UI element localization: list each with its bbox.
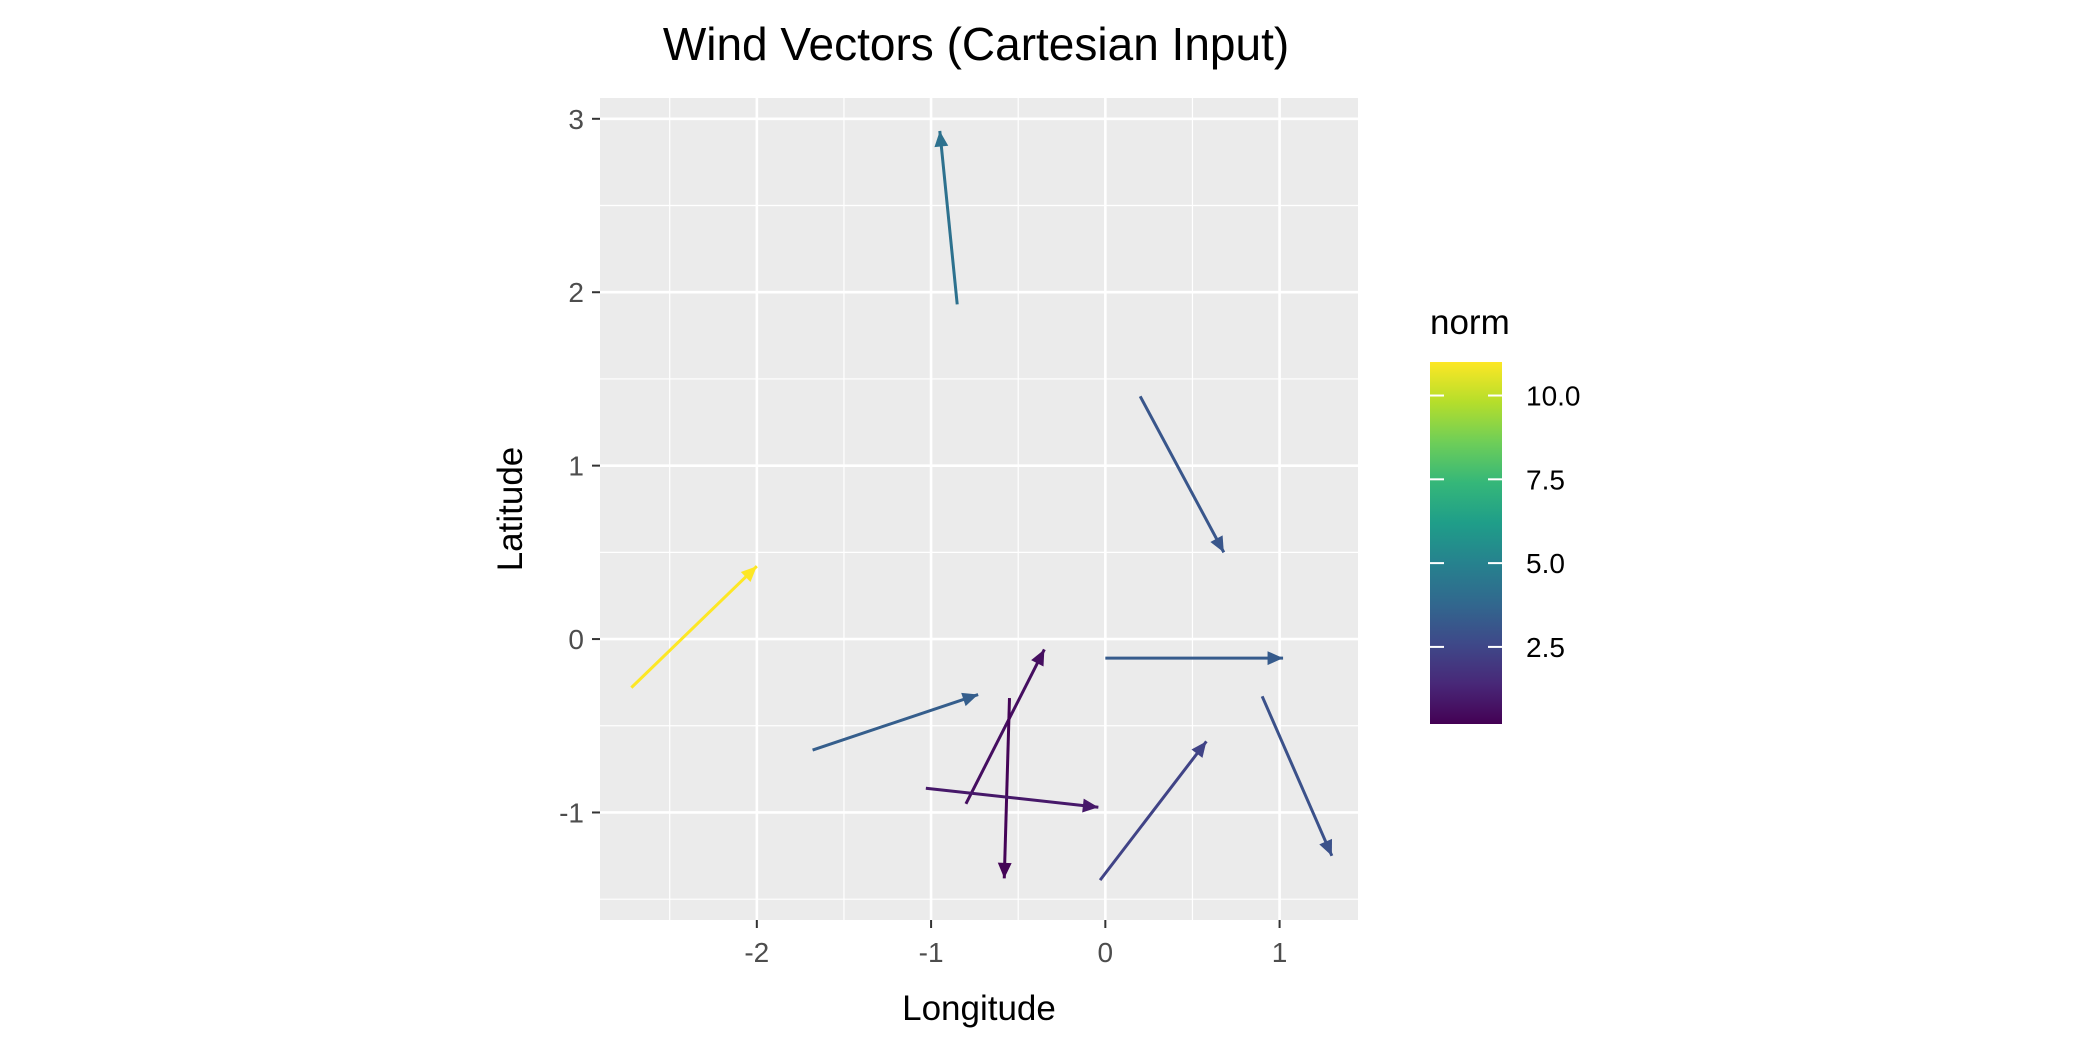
vector-arrowhead <box>1031 649 1045 667</box>
y-tick-label: 1 <box>568 451 584 482</box>
wind-vectors <box>630 130 1334 882</box>
x-tick-label: -1 <box>919 937 944 968</box>
x-tick-label: 0 <box>1098 937 1114 968</box>
vector-shaft <box>964 648 1046 805</box>
vector-arrowhead <box>997 862 1012 879</box>
wind-vector <box>630 565 758 689</box>
wind-vector <box>997 697 1012 879</box>
color-legend: norm 2.5 5.0 7.5 10.0 <box>1430 303 1581 724</box>
vector-arrowhead <box>1082 798 1099 813</box>
wind-vector <box>812 692 979 752</box>
vector-shaft <box>1260 695 1334 857</box>
vector-shaft <box>630 565 758 689</box>
y-tick-label: 0 <box>568 624 584 655</box>
wind-vector <box>1138 395 1226 554</box>
vector-arrowhead <box>1210 535 1224 553</box>
wind-vector <box>925 786 1099 813</box>
vector-shaft <box>1002 697 1011 879</box>
y-tick-label: 3 <box>568 104 584 135</box>
vector-arrowhead <box>1319 838 1332 856</box>
grid-major <box>600 98 1358 920</box>
wind-vector <box>934 130 959 305</box>
grid-minor <box>600 98 1358 920</box>
wind-vector <box>1260 695 1334 857</box>
x-tick-label: -2 <box>744 937 769 968</box>
vector-shaft <box>812 693 979 752</box>
y-axis-title: Latitude <box>491 447 530 572</box>
legend-tick-label: 7.5 <box>1526 464 1565 495</box>
legend-title: norm <box>1430 303 1510 342</box>
legend-ticks: 2.5 5.0 7.5 10.0 <box>1430 381 1581 663</box>
x-tick-label: 1 <box>1272 937 1288 968</box>
y-tick-label: -1 <box>559 797 584 828</box>
vector-shaft <box>1098 740 1208 882</box>
vector-arrowhead <box>1191 741 1207 758</box>
legend-colorbar <box>1430 362 1502 724</box>
vector-shaft <box>938 130 959 305</box>
y-tick-label: 2 <box>568 277 584 308</box>
vector-arrowhead <box>740 566 757 583</box>
x-axis: -2 -1 0 1 <box>744 920 1287 968</box>
wind-vector <box>964 648 1046 805</box>
wind-vector <box>1105 651 1284 666</box>
vector-arrowhead <box>961 692 979 707</box>
chart-title: Wind Vectors (Cartesian Input) <box>663 18 1289 70</box>
vector-arrowhead <box>1267 651 1284 666</box>
legend-tick-label: 2.5 <box>1526 632 1565 663</box>
y-axis: -1 0 1 2 3 <box>559 104 600 828</box>
legend-tick-label: 5.0 <box>1526 548 1565 579</box>
x-axis-title: Longitude <box>902 989 1056 1028</box>
plot-panel <box>600 98 1358 920</box>
vector-shaft <box>1138 395 1226 554</box>
vector-shaft <box>925 786 1099 809</box>
vector-arrowhead <box>934 130 949 148</box>
legend-tick-label: 10.0 <box>1526 381 1581 412</box>
wind-vector <box>1098 740 1208 882</box>
